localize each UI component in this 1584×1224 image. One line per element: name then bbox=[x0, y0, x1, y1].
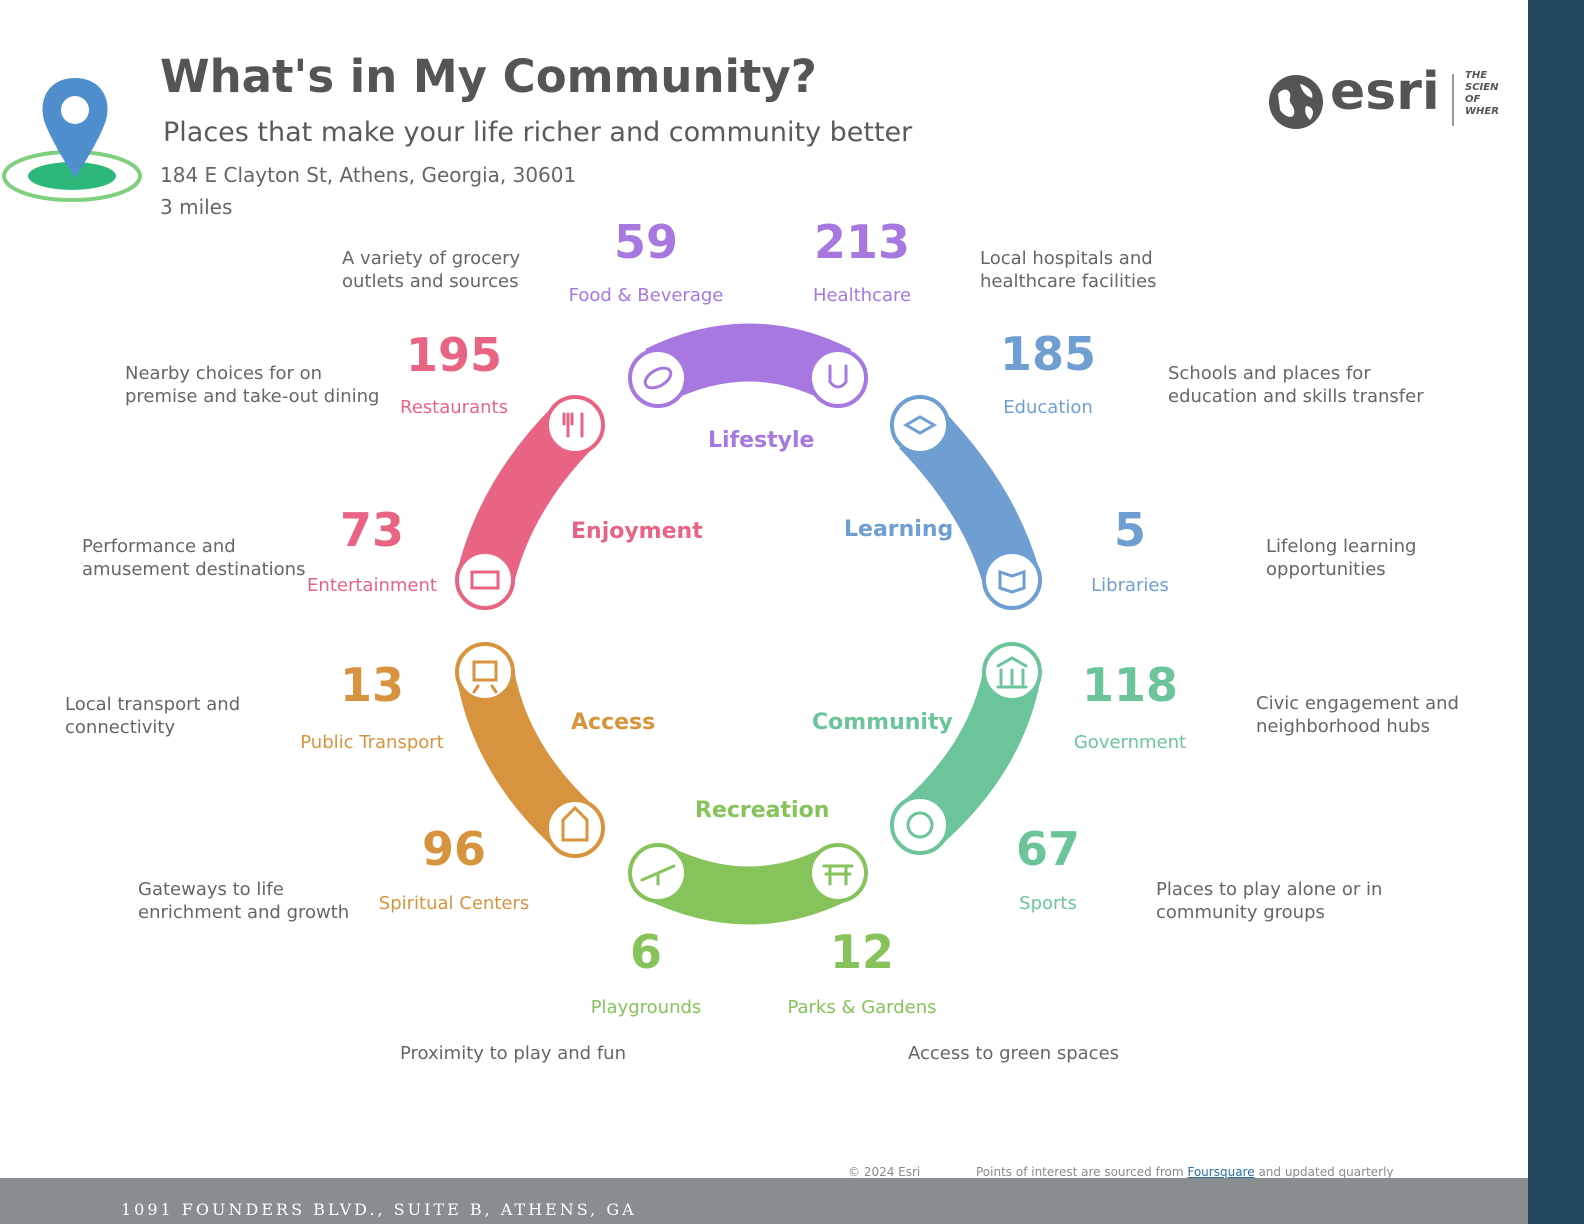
spiritual-desc: Gateways to life enrichment and growth bbox=[138, 879, 350, 923]
logo-tagline: THE SCIEN OF WHER bbox=[1465, 70, 1499, 117]
source-note: Points of interest are sourced from Four… bbox=[976, 1165, 1394, 1179]
group-access: Access bbox=[571, 710, 656, 735]
bread-icon bbox=[628, 348, 688, 408]
foursquare-link[interactable]: Foursquare bbox=[1187, 1165, 1255, 1179]
spiritual-label: Spiritual Centers bbox=[378, 893, 530, 914]
parks-label: Parks & Gardens bbox=[787, 997, 937, 1018]
spiritual-count: 96 bbox=[421, 822, 486, 876]
group-enjoyment: Enjoyment bbox=[571, 519, 703, 544]
globe-icon bbox=[1269, 75, 1323, 129]
sidebar-panel bbox=[1528, 0, 1584, 1224]
church-icon bbox=[545, 798, 605, 858]
location-pin-icon bbox=[2, 78, 142, 202]
footer-bar bbox=[0, 1178, 1528, 1224]
train-icon bbox=[455, 642, 515, 702]
parks-desc: Access to green spaces bbox=[908, 1043, 1120, 1064]
restaurants-label: Restaurants bbox=[400, 397, 508, 418]
government-label: Government bbox=[1073, 732, 1187, 753]
parks-count: 12 bbox=[829, 925, 894, 979]
address-text: 184 E Clayton St, Athens, Georgia, 30601 bbox=[160, 163, 577, 187]
food-label: Food & Beverage bbox=[568, 285, 724, 306]
playgrounds-label: Playgrounds bbox=[590, 997, 702, 1018]
healthcare-desc: Local hospitals and healthcare facilitie… bbox=[980, 248, 1157, 292]
footer-address: 1091 FOUNDERS BLVD., SUITE B, ATHENS, GA bbox=[121, 1200, 637, 1219]
group-community: Community bbox=[812, 710, 953, 735]
page-subtitle: Places that make your life richer and co… bbox=[163, 117, 913, 148]
group-lifestyle: Lifestyle bbox=[708, 428, 815, 453]
sports-label: Sports bbox=[1019, 893, 1077, 914]
entertainment-label: Entertainment bbox=[307, 575, 437, 596]
entertainment-desc: Performance and amusement destinations bbox=[82, 536, 306, 580]
libraries-count: 5 bbox=[1113, 503, 1146, 557]
soccer-ball-icon bbox=[890, 795, 950, 855]
graduation-cap-icon bbox=[890, 395, 950, 455]
sports-count: 67 bbox=[1015, 822, 1080, 876]
education-count: 185 bbox=[999, 327, 1097, 381]
restaurants-count: 195 bbox=[405, 328, 503, 382]
healthcare-label: Healthcare bbox=[812, 285, 912, 306]
radius-text: 3 miles bbox=[160, 195, 233, 219]
stethoscope-icon bbox=[808, 348, 868, 408]
libraries-desc: Lifelong learning opportunities bbox=[1266, 536, 1417, 580]
healthcare-count: 213 bbox=[813, 215, 911, 269]
page-title: What's in My Community? bbox=[160, 50, 817, 103]
education-desc: Schools and places for education and ski… bbox=[1168, 363, 1424, 407]
fork-knife-icon bbox=[545, 395, 605, 455]
logo-divider bbox=[1452, 74, 1454, 126]
group-learning: Learning bbox=[844, 517, 954, 542]
esri-logo: esri bbox=[1330, 62, 1440, 122]
playgrounds-desc: Proximity to play and fun bbox=[400, 1043, 626, 1064]
government-desc: Civic engagement and neighborhood hubs bbox=[1256, 693, 1459, 737]
government-count: 118 bbox=[1081, 658, 1179, 712]
playgrounds-count: 6 bbox=[629, 925, 662, 979]
libraries-label: Libraries bbox=[1091, 575, 1169, 596]
community-ring bbox=[455, 323, 1042, 925]
food-count: 59 bbox=[613, 215, 678, 269]
sports-desc: Places to play alone or in community gro… bbox=[1156, 879, 1383, 923]
entertainment-count: 73 bbox=[339, 503, 404, 557]
book-icon bbox=[982, 550, 1042, 610]
education-label: Education bbox=[1003, 397, 1093, 418]
copyright-text: © 2024 Esri bbox=[848, 1165, 921, 1179]
group-recreation: Recreation bbox=[695, 798, 830, 823]
transport-label: Public Transport bbox=[300, 732, 444, 753]
transport-desc: Local transport and connectivity bbox=[65, 694, 241, 738]
food-desc: A variety of grocery outlets and sources bbox=[342, 248, 521, 292]
ticket-icon bbox=[455, 550, 515, 610]
restaurants-desc: Nearby choices for on premise and take-o… bbox=[125, 363, 380, 407]
transport-count: 13 bbox=[339, 658, 404, 712]
